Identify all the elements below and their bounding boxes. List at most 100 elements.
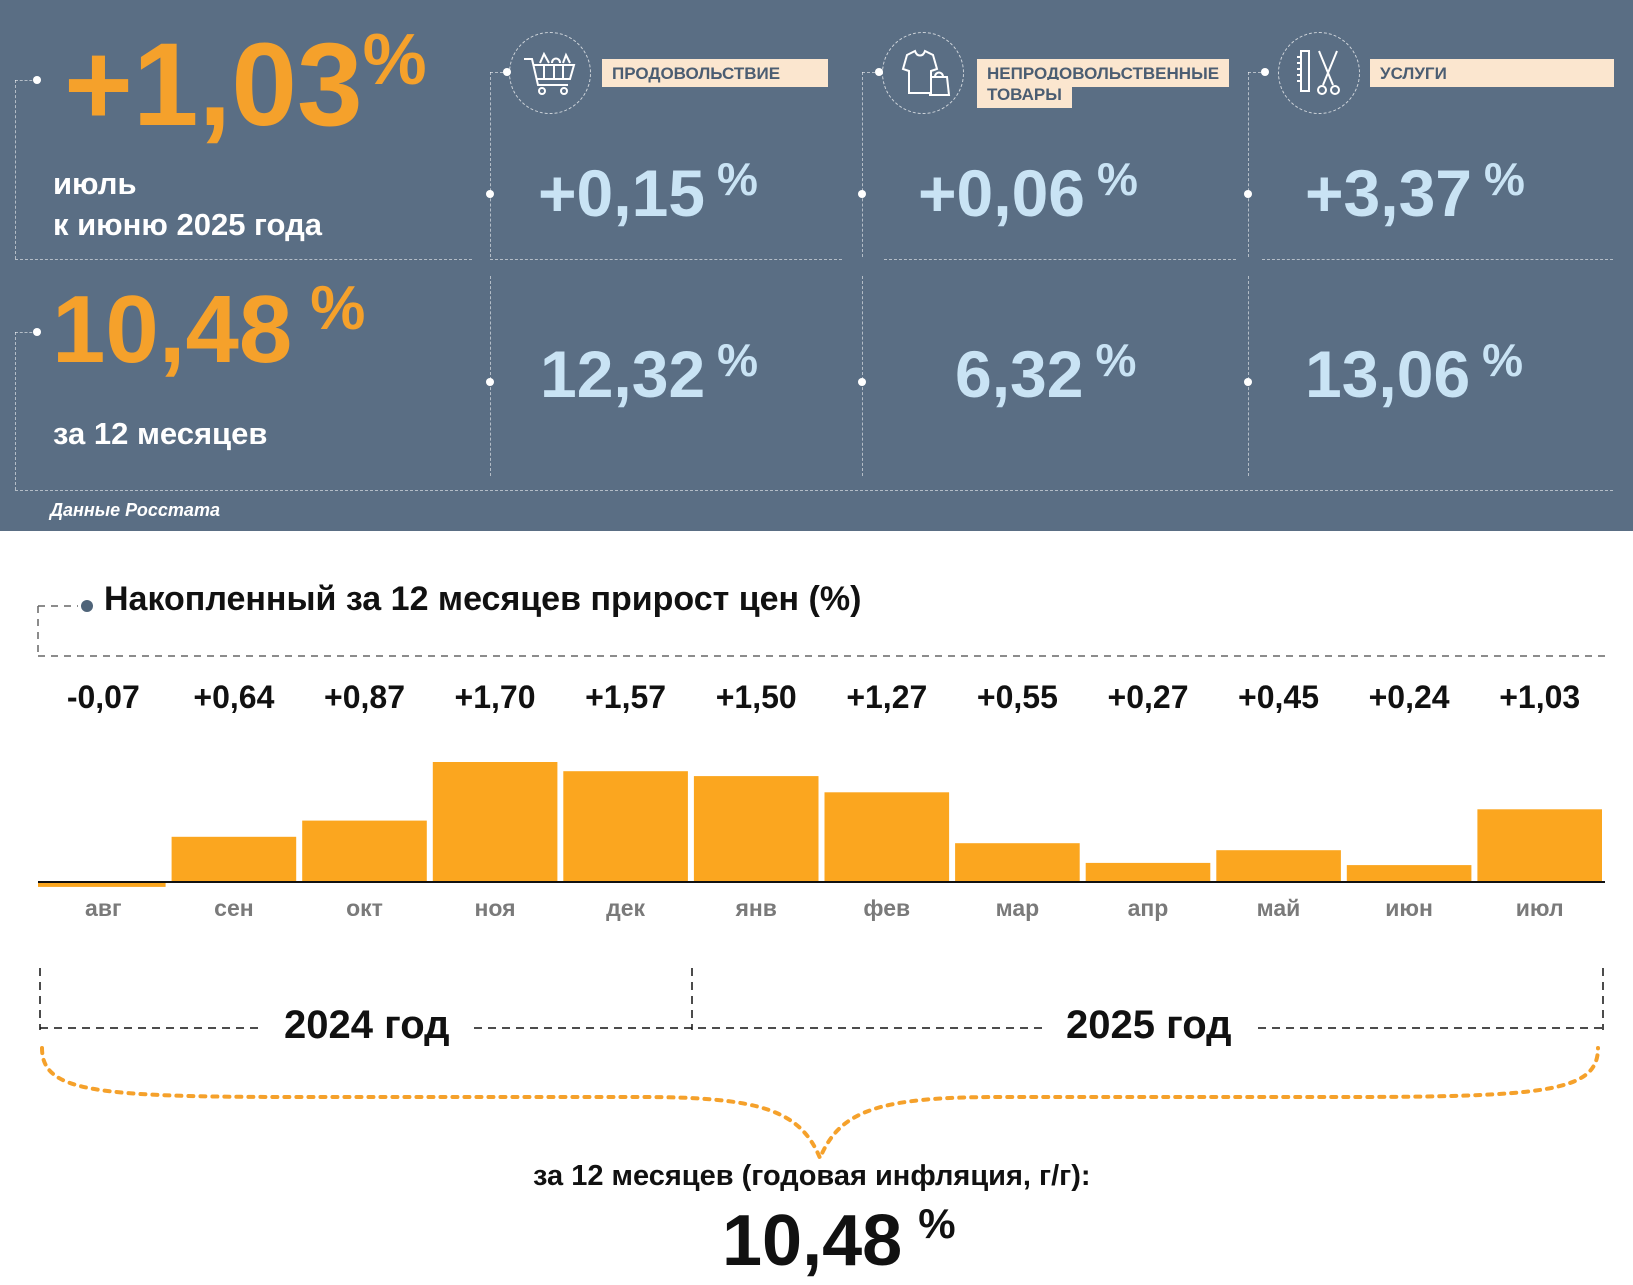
nonfood-monthly: +0,06%	[918, 156, 1138, 226]
clothing-icon	[901, 49, 951, 96]
value-label: +1,57	[585, 679, 666, 715]
title-bullet	[81, 600, 93, 612]
monthly-unit: %	[362, 20, 427, 100]
annual-value: 10,48	[52, 276, 293, 383]
category-label: авг	[85, 895, 122, 921]
shopping-cart-icon	[524, 51, 576, 95]
divider	[1248, 72, 1249, 257]
monthly-value: +1,03	[64, 19, 363, 151]
year-label-2024: 2024 год	[264, 1003, 470, 1048]
food-annual-value: 12,32	[540, 337, 706, 411]
value-label: +1,27	[846, 679, 927, 715]
divider	[490, 72, 491, 257]
divider	[490, 276, 491, 476]
divider	[15, 332, 37, 333]
bullet-dot	[1244, 190, 1252, 198]
value-label: +0,55	[977, 679, 1058, 715]
food-icon-circle	[509, 32, 591, 114]
divider	[884, 259, 1236, 260]
divider	[1248, 72, 1266, 73]
bar-янв	[693, 776, 819, 882]
bullet-dot	[486, 378, 494, 386]
bar-мар	[955, 843, 1080, 882]
value-label: +0,45	[1238, 679, 1319, 715]
category-label: фев	[863, 895, 910, 921]
category-label-nonfood-line2: ТОВАРЫ	[977, 80, 1072, 108]
category-label: май	[1257, 895, 1301, 921]
bar-июн	[1346, 865, 1472, 882]
nonfood-icon-circle	[882, 32, 964, 114]
footer-unit: %	[918, 1200, 956, 1247]
category-label: сен	[214, 895, 253, 921]
services-icon-circle	[1278, 32, 1360, 114]
footer-caption: за 12 месяцев (годовая инфляция, г/г):	[533, 1160, 1091, 1192]
services-monthly-value: +3,37	[1305, 156, 1472, 230]
value-label: +1,03	[1499, 679, 1580, 715]
category-label: июл	[1516, 895, 1564, 921]
summary-panel: +1,03% июль к июню 2025 года 10,48% за 1…	[0, 0, 1633, 531]
annual-caption: за 12 месяцев	[53, 416, 268, 451]
bar-авг	[38, 882, 166, 887]
category-label: дек	[606, 895, 645, 921]
chart-title-decoration	[37, 600, 1610, 657]
bar-ноя	[432, 762, 558, 882]
bullet-dot	[858, 378, 866, 386]
nonfood-monthly-value: +0,06	[918, 156, 1085, 230]
divider	[1262, 259, 1613, 260]
nonfood-annual-unit: %	[1095, 334, 1137, 386]
bullet-dot	[486, 190, 494, 198]
category-label: янв	[734, 895, 776, 921]
bar-апр	[1085, 862, 1211, 882]
divider	[15, 490, 1613, 491]
divider	[862, 72, 863, 257]
scissors-comb-icon	[1297, 50, 1340, 95]
bullet-dot	[858, 190, 866, 198]
value-label: +1,50	[716, 679, 797, 715]
services-annual-unit: %	[1482, 334, 1524, 386]
nonfood-monthly-unit: %	[1097, 153, 1138, 205]
chart-title: Накопленный за 12 месяцев прирост цен (%…	[104, 580, 862, 618]
annual-unit: %	[310, 274, 366, 343]
footer-value: 10,48	[722, 1201, 903, 1281]
source-note: Данные Росстата	[50, 500, 220, 520]
services-annual-value: 13,06	[1305, 337, 1471, 411]
bar-сен	[171, 836, 297, 882]
bar-окт	[302, 820, 427, 882]
category-label-food: ПРОДОВОЛЬСТВИЕ	[602, 59, 828, 87]
bullet-dot	[33, 76, 41, 84]
monthly-caption-line2: к июню 2025 года	[53, 207, 322, 242]
divider	[15, 332, 16, 490]
nonfood-annual: 6,32%	[955, 337, 1136, 407]
divider	[15, 259, 472, 260]
value-label: +0,64	[193, 679, 274, 715]
footer-total: 10,48%	[722, 1203, 956, 1278]
bullet-dot	[33, 328, 41, 336]
value-label: +0,87	[324, 679, 405, 715]
bar-дек	[563, 771, 688, 882]
category-label: июн	[1385, 895, 1433, 921]
divider	[862, 276, 863, 476]
category-label: окт	[346, 895, 383, 921]
curly-brace	[40, 1046, 1600, 1164]
value-label: +0,27	[1108, 679, 1189, 715]
category-label: апр	[1128, 895, 1169, 921]
bar-фев	[824, 792, 950, 882]
year-label-2025: 2025 год	[1046, 1003, 1252, 1048]
bar-май	[1216, 850, 1341, 882]
divider	[490, 72, 508, 73]
nonfood-annual-value: 6,32	[955, 337, 1084, 411]
value-label: +0,24	[1369, 679, 1450, 715]
services-annual: 13,06%	[1305, 337, 1523, 407]
annual-headline: 10,48%	[52, 278, 365, 378]
monthly-headline: +1,03%	[64, 24, 427, 144]
bar-chart: -0,07 +0,64 +0,87 +1,70 +1,57 +1,50 +1,27 +0,55…	[38, 679, 1605, 921]
bullet-dot	[503, 68, 511, 76]
services-monthly-unit: %	[1484, 153, 1525, 205]
divider	[15, 80, 16, 259]
divider	[862, 72, 880, 73]
divider	[15, 80, 37, 81]
category-label: ноя	[474, 895, 515, 921]
food-monthly: +0,15%	[538, 156, 758, 226]
bullet-dot	[1261, 68, 1269, 76]
monthly-caption-line1: июль	[53, 166, 137, 201]
